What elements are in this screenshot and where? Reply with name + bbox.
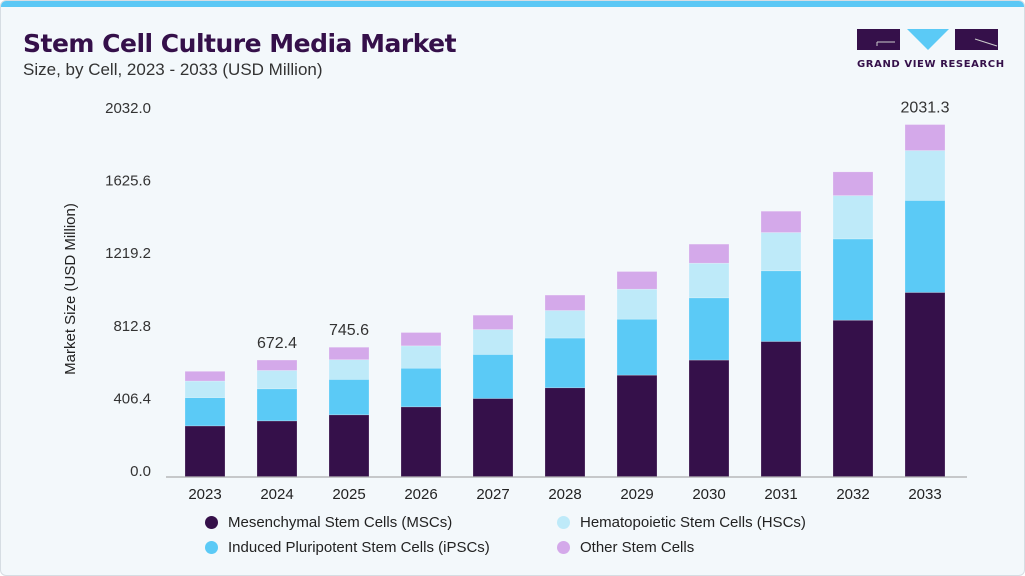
bar-segment-2031-s1	[760, 270, 802, 342]
logo-text: GRAND VIEW RESEARCH	[857, 59, 1005, 70]
bar-segment-2029-s3	[616, 271, 658, 290]
bar-segment-2031-s3	[760, 210, 802, 233]
chart-title: Stem Cell Culture Media Market	[23, 29, 457, 58]
bar-segment-2027-s2	[472, 329, 514, 355]
bar-segment-2024-s1	[256, 388, 298, 422]
bar-segment-2023-s1	[184, 397, 226, 427]
x-tick-label: 2031	[764, 486, 797, 503]
bar-segment-2028-s2	[544, 310, 586, 339]
bar-segment-2029-s1	[616, 318, 658, 376]
x-tick-label: 2028	[548, 486, 581, 503]
bar-segment-2025-s0	[328, 414, 370, 477]
y-tick-label: 1625.6	[105, 173, 151, 190]
y-tick-label: 0.0	[130, 463, 151, 480]
data-label-2025: 745.6	[329, 322, 369, 339]
bar-segment-2033-s1	[904, 200, 946, 293]
bar-segment-2032-s3	[832, 171, 874, 196]
bar-segment-2029-s2	[616, 288, 658, 320]
x-tick-label: 2023	[188, 486, 221, 503]
legend-item-hscs: Hematopoietic Stem Cells (HSCs)	[557, 514, 806, 531]
bar-segment-2025-s1	[328, 379, 370, 416]
bar-segment-2033-s0	[904, 292, 946, 477]
x-tick-label: 2024	[260, 486, 293, 503]
bar-segment-2028-s1	[544, 337, 586, 389]
bar-segment-2032-s1	[832, 238, 874, 321]
grand-view-research-logo-icon	[857, 29, 998, 50]
x-tick-label: 2030	[692, 486, 725, 503]
legend-swatch	[557, 516, 570, 529]
bar-segment-2027-s0	[472, 398, 514, 477]
legend-item-ipscs: Induced Pluripotent Stem Cells (iPSCs)	[205, 539, 490, 556]
bar-segment-2026-s2	[400, 345, 442, 369]
bar-segment-2028-s0	[544, 387, 586, 477]
bar-segment-2026-s0	[400, 406, 442, 477]
legend-swatch	[205, 516, 218, 529]
x-tick-label: 2032	[836, 486, 869, 503]
y-tick-label: 812.8	[113, 318, 151, 335]
bar-segment-2027-s3	[472, 314, 514, 330]
bar-segment-2029-s0	[616, 374, 658, 477]
bar-segment-2032-s0	[832, 319, 874, 477]
bar-segment-2033-s3	[904, 124, 946, 151]
y-tick-label: 2032.0	[105, 100, 151, 117]
x-tick-label: 2029	[620, 486, 653, 503]
bar-segment-2026-s3	[400, 332, 442, 347]
legend-label: Induced Pluripotent Stem Cells (iPSCs)	[228, 539, 490, 556]
bar-segment-2031-s0	[760, 341, 802, 477]
bar-segment-2024-s0	[256, 420, 298, 477]
bar-segment-2030-s0	[688, 359, 730, 477]
bar-segment-2024-s3	[256, 359, 298, 371]
y-tick-label: 406.4	[113, 390, 151, 407]
bar-segment-2023-s3	[184, 371, 226, 382]
chart-subtitle: Size, by Cell, 2023 - 2033 (USD Million)	[23, 60, 323, 79]
data-label-2024: 672.4	[257, 335, 297, 352]
y-tick-label: 1219.2	[105, 245, 151, 262]
bar-segment-2033-s2	[904, 150, 946, 201]
bar-segment-2032-s2	[832, 195, 874, 240]
legend-label: Hematopoietic Stem Cells (HSCs)	[580, 514, 806, 531]
bar-segment-2025-s2	[328, 359, 370, 380]
bar-segment-2030-s1	[688, 297, 730, 361]
x-tick-label: 2027	[476, 486, 509, 503]
legend-item-mscs: Mesenchymal Stem Cells (MSCs)	[205, 514, 452, 531]
bar-segment-2025-s3	[328, 346, 370, 361]
bar-segment-2026-s1	[400, 367, 442, 408]
legend-swatch	[557, 541, 570, 554]
legend-swatch	[205, 541, 218, 554]
y-axis-label: Market Size (USD Million)	[62, 203, 79, 375]
legend-label: Mesenchymal Stem Cells (MSCs)	[228, 514, 453, 531]
legend-label: Other Stem Cells	[580, 539, 695, 556]
data-label-2033: 2031.3	[901, 100, 950, 117]
legend-item-other: Other Stem Cells	[557, 539, 694, 556]
x-tick-label: 2025	[332, 486, 365, 503]
x-tick-label: 2026	[404, 486, 437, 503]
bar-segment-2024-s2	[256, 370, 298, 390]
x-tick-label: 2033	[908, 486, 941, 503]
bar-segment-2030-s3	[688, 243, 730, 264]
bar-segment-2027-s1	[472, 354, 514, 399]
bar-segment-2023-s0	[184, 425, 226, 477]
bar-segment-2023-s2	[184, 380, 226, 398]
bar-segment-2031-s2	[760, 232, 802, 272]
bar-segment-2030-s2	[688, 262, 730, 299]
bar-segment-2028-s3	[544, 294, 586, 311]
accent-bar	[1, 1, 1024, 7]
